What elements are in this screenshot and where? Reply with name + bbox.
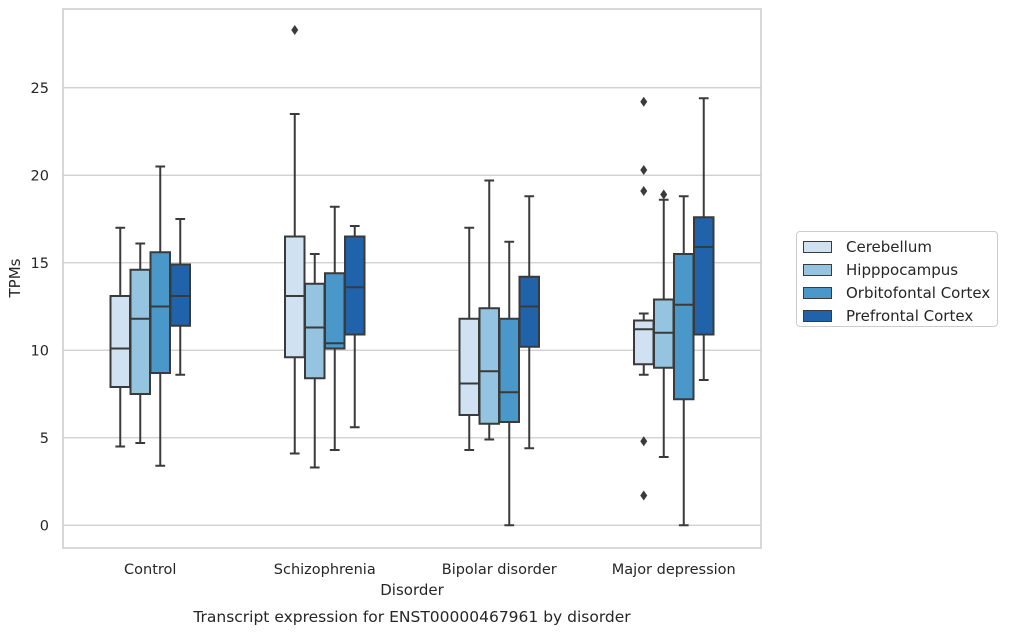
box: [129, 268, 151, 395]
y-tick-label: 5: [40, 431, 49, 447]
outlier-point: [660, 189, 668, 200]
x-axis-label: Disorder: [380, 581, 444, 599]
outlier-point: [640, 490, 648, 501]
x-tick-label: Major depression: [612, 562, 736, 578]
box: [324, 272, 346, 350]
box: [633, 319, 655, 366]
legend-swatch: [803, 241, 832, 254]
legend-label: Cerebellum: [846, 238, 932, 257]
outlier-point: [640, 165, 648, 175]
box: [693, 216, 715, 336]
outlier-point: [640, 186, 648, 196]
y-tick-label: 0: [40, 518, 49, 534]
box: [498, 317, 520, 423]
y-tick-labels: 0 5 10 15 20 25: [31, 81, 49, 535]
legend-swatch: [803, 309, 832, 322]
plot-frame: [62, 8, 762, 549]
box: [109, 295, 131, 388]
x-tick-label: Bipolar disorder: [442, 562, 557, 578]
box-series: [109, 25, 715, 527]
legend-label: Prefrontal Cortex: [846, 306, 974, 325]
legend-item: Prefrontal Cortex: [803, 304, 997, 327]
legend-label: Hipppocampus: [846, 261, 959, 280]
y-tick-label: 20: [31, 168, 49, 184]
x-tick-label: Schizophrenia: [274, 562, 376, 578]
box: [478, 307, 500, 425]
y-tick-label: 15: [31, 256, 49, 272]
box: [673, 253, 695, 401]
x-tick-label: Control: [124, 562, 176, 578]
y-tick-label: 25: [31, 81, 49, 97]
legend-swatch: [803, 286, 832, 299]
legend-label: Orbitofontal Cortex: [846, 283, 991, 302]
legend-swatch: [803, 264, 832, 277]
y-axis-label: TPMs: [6, 258, 24, 298]
legend: Cerebellum Hipppocampus Orbitofontal Corte…: [796, 231, 998, 327]
outlier-point: [640, 436, 648, 447]
box: [304, 282, 326, 380]
outlier-point: [640, 96, 648, 107]
y-tick-label: 10: [31, 343, 49, 359]
box: [458, 317, 480, 416]
box: [344, 235, 366, 336]
chart-title: Transcript expression for ENST0000046796…: [192, 608, 631, 626]
legend-item: Hipppocampus: [803, 259, 997, 282]
box: [518, 275, 540, 348]
x-tick-labels: Control Schizophrenia Bipolar disorder Majo…: [124, 562, 736, 578]
legend-item: Cerebellum: [803, 236, 997, 259]
outlier-point: [291, 25, 299, 35]
legend-item: Orbitofontal Cortex: [803, 282, 997, 305]
box: [149, 251, 171, 374]
